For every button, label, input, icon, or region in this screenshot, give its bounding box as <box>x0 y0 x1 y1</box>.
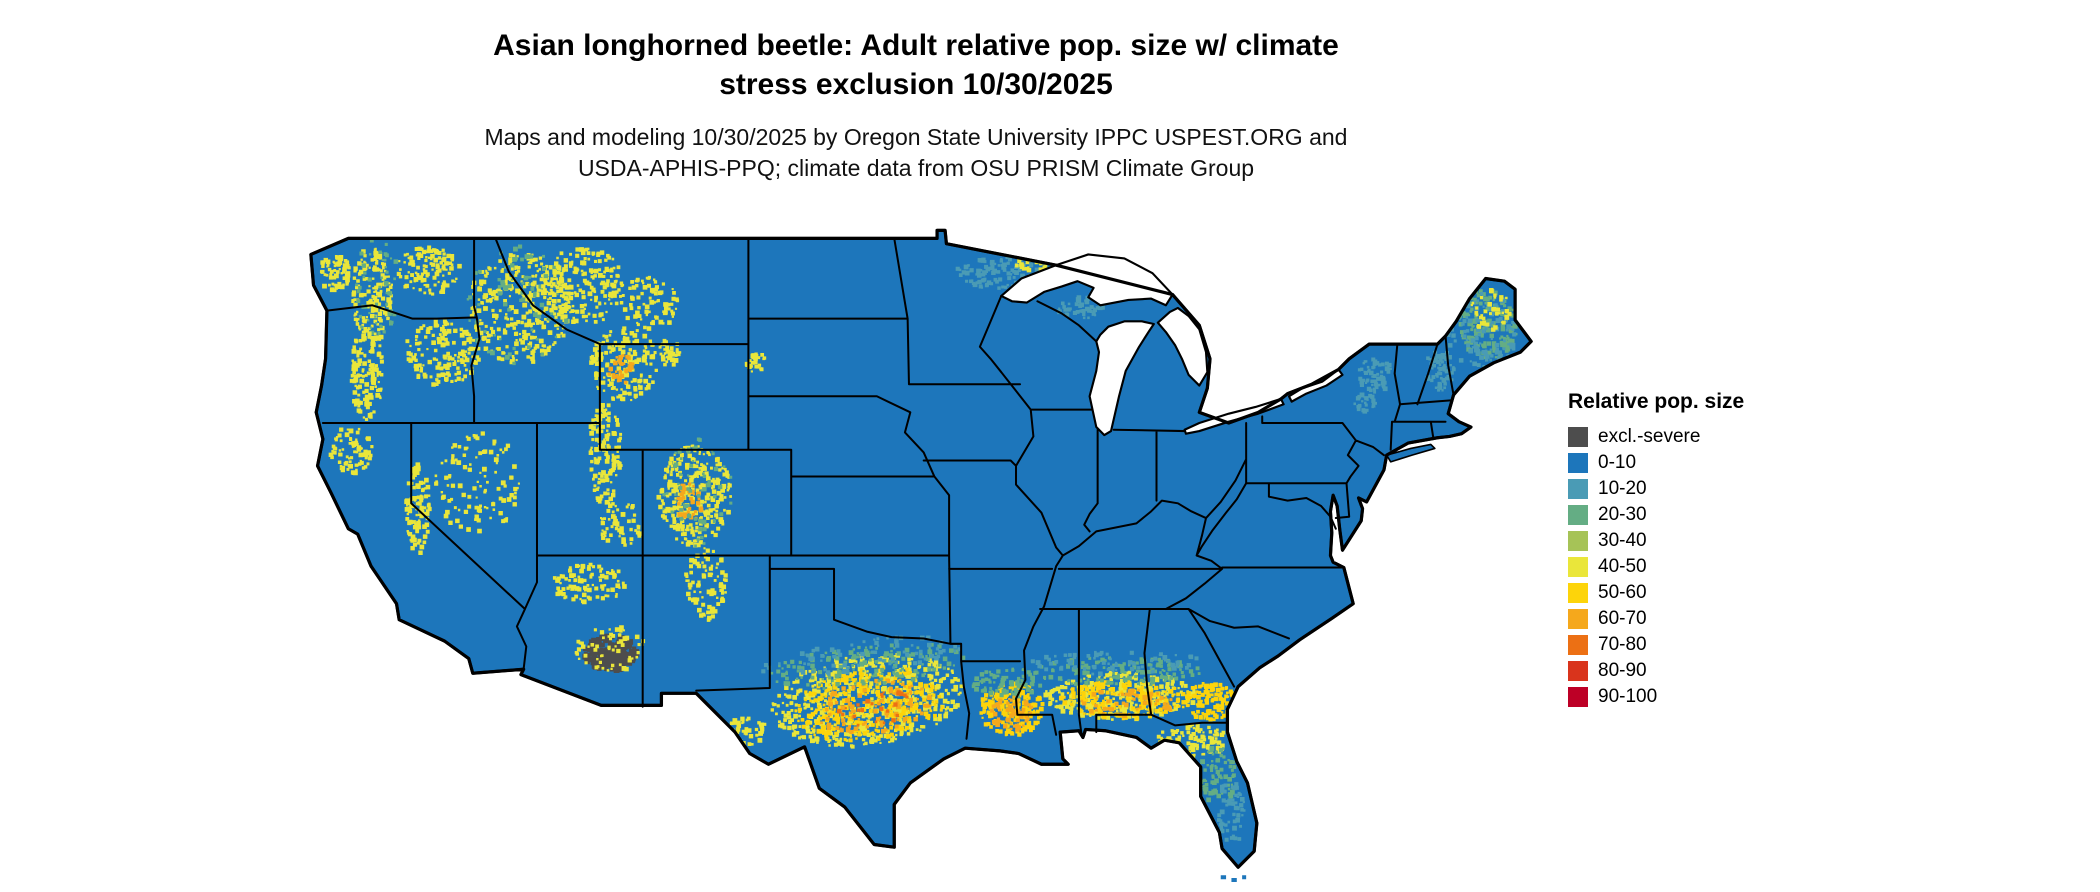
speckle-region-arizona-mogollon <box>552 562 627 605</box>
lake-superior <box>1000 253 1174 307</box>
legend-item-label: 40-50 <box>1598 556 1647 577</box>
speckle-region-texas-teal-fringe <box>761 635 962 676</box>
legend-items: excl.-severe 0-10 10-20 20-30 30-40 40-50 50-6… <box>1568 426 1798 707</box>
legend-item-70-80: 70-80 <box>1568 634 1798 655</box>
speckle-region-montana-west <box>541 247 625 325</box>
legend-swatch <box>1568 634 1588 655</box>
title-line-2: stress exclusion 10/30/2025 <box>719 68 1113 101</box>
speckle-region-oregon-blue-mountains <box>405 319 481 387</box>
legend-item-label: 30-40 <box>1598 530 1647 551</box>
legend-item-label: 0-10 <box>1598 452 1637 473</box>
legend-item-label: 60-70 <box>1598 608 1647 629</box>
legend-swatch <box>1568 582 1588 603</box>
speckle-region-michigan-up-teal <box>1057 295 1105 320</box>
speckle-region-utah-south <box>600 502 642 547</box>
legend-swatch <box>1568 530 1588 551</box>
legend-item-label: 80-90 <box>1598 660 1647 681</box>
speckle-region-new-mexico-mountains <box>684 547 728 622</box>
speckle-region-colorado-orange <box>676 482 704 520</box>
speckle-region-gulf-band-gold <box>1058 679 1191 721</box>
speckle-region-gulf-band-orange <box>1080 688 1173 719</box>
legend-swatch <box>1568 686 1588 707</box>
map-container <box>305 225 1533 886</box>
subtitle-line-2: USDA-APHIS-PPQ; climate data from OSU PR… <box>577 155 1255 182</box>
speckle-region-texas-band-orange <box>820 678 932 735</box>
speckle-region-oregon-cascades <box>349 328 384 422</box>
legend-swatch <box>1568 452 1588 473</box>
legend-swatch <box>1568 608 1588 629</box>
speckle-region-black-hills <box>744 352 767 373</box>
speckle-region-yellowstone-orange <box>607 354 635 385</box>
speckle-region-georgia-coast-gold <box>1181 681 1237 722</box>
legend-swatch <box>1568 478 1588 499</box>
great-lakes <box>1000 253 1344 437</box>
speckle-region-adirondacks-teal <box>1357 357 1392 394</box>
legend-item-30-40: 30-40 <box>1568 530 1798 551</box>
page-title: Asian longhorned beetle: Adult relative … <box>0 26 1832 104</box>
legend-title: Relative pop. size <box>1568 390 1745 413</box>
legend-item-label: 20-30 <box>1598 504 1647 525</box>
speckle-region-arizona-exclusion-fringe <box>574 625 646 672</box>
us-base-silhouette <box>309 228 1533 869</box>
page-subtitle: Maps and modeling 10/30/2025 by Oregon S… <box>0 122 1832 184</box>
us-map <box>309 228 1533 882</box>
speckle-region-texas-band-gold <box>794 666 945 743</box>
lake-michigan <box>1088 320 1155 437</box>
speckle-region-gulf-band-yellow <box>1043 670 1197 722</box>
speckle-region-louisiana-orange <box>990 695 1034 732</box>
speckle-region-catskills-teal <box>1353 392 1378 414</box>
legend-item-90-100: 90-100 <box>1568 686 1798 707</box>
legend-item-40-50: 40-50 <box>1568 556 1798 577</box>
speckle-region-utah-wasatch <box>588 402 623 505</box>
speckle-region-washington-olympics <box>319 254 351 293</box>
speckle-region-sierra-nevada <box>404 462 432 555</box>
speckle-region-gulf-teal-fringe <box>1030 650 1199 677</box>
speckle-region-florida-green <box>1197 746 1237 803</box>
legend-swatch <box>1568 504 1588 525</box>
us-coast-outline <box>309 228 1533 869</box>
legend-swatch <box>1568 660 1588 681</box>
legend-item-label: 90-100 <box>1598 686 1658 707</box>
speckle-region-texas-band-red <box>836 690 909 727</box>
legend-item-label: excl.-severe <box>1598 426 1701 447</box>
speckle-region-colorado-green-mix <box>662 437 733 548</box>
lake-erie <box>1183 397 1285 435</box>
speckle-region-maine-teal <box>1446 292 1517 373</box>
speckle-region-yellowstone-wyoming <box>589 326 658 402</box>
speckle-region-washington-cascades <box>351 247 394 342</box>
title-line-1: Asian longhorned beetle: Adult relative … <box>493 29 1339 62</box>
speckle-region-louisiana-green-fringe <box>971 667 1046 699</box>
map-legend: Relative pop. size excl.-severe 0-10 10-20… <box>1568 390 1798 712</box>
legend-item-label: 10-20 <box>1598 478 1647 499</box>
long-island <box>1385 443 1436 463</box>
speckle-region-maine-yellow <box>1470 288 1512 332</box>
legend-swatch <box>1568 556 1588 577</box>
legend-item-0-10: 0-10 <box>1568 452 1798 473</box>
speckle-region-arizona-exclusion <box>582 633 640 673</box>
legend-item-50-60: 50-60 <box>1568 582 1798 603</box>
population-raster-speckles <box>319 238 1519 842</box>
legend-item-10-20: 10-20 <box>1568 478 1798 499</box>
speckle-region-california-north <box>328 427 374 476</box>
legend-item-excl.-severe: excl.-severe <box>1568 426 1798 447</box>
legend-item-20-30: 20-30 <box>1568 504 1798 525</box>
speckle-region-florida-teal <box>1216 782 1246 842</box>
state-borders <box>321 237 1455 740</box>
speckle-region-texas-green-fringe <box>770 643 966 690</box>
speckle-region-montana-central <box>619 275 680 331</box>
speckle-region-idaho-rockies <box>469 252 572 365</box>
legend-item-label: 70-80 <box>1598 634 1647 655</box>
legend-item-label: 50-60 <box>1598 582 1647 603</box>
subtitle-line-1: Maps and modeling 10/30/2025 by Oregon S… <box>484 124 1348 150</box>
florida-keys <box>1220 875 1247 882</box>
speckle-region-nevada-ranges <box>434 431 520 534</box>
speckle-region-bighorn-mountains <box>658 338 682 367</box>
legend-item-80-90: 80-90 <box>1568 660 1798 681</box>
legend-swatch <box>1568 426 1588 447</box>
legend-item-60-70: 60-70 <box>1568 608 1798 629</box>
speckle-region-gulf-green-fringe <box>1039 656 1201 687</box>
header: Asian longhorned beetle: Adult relative … <box>0 26 1832 184</box>
speckle-region-washington-northeast <box>396 245 462 296</box>
